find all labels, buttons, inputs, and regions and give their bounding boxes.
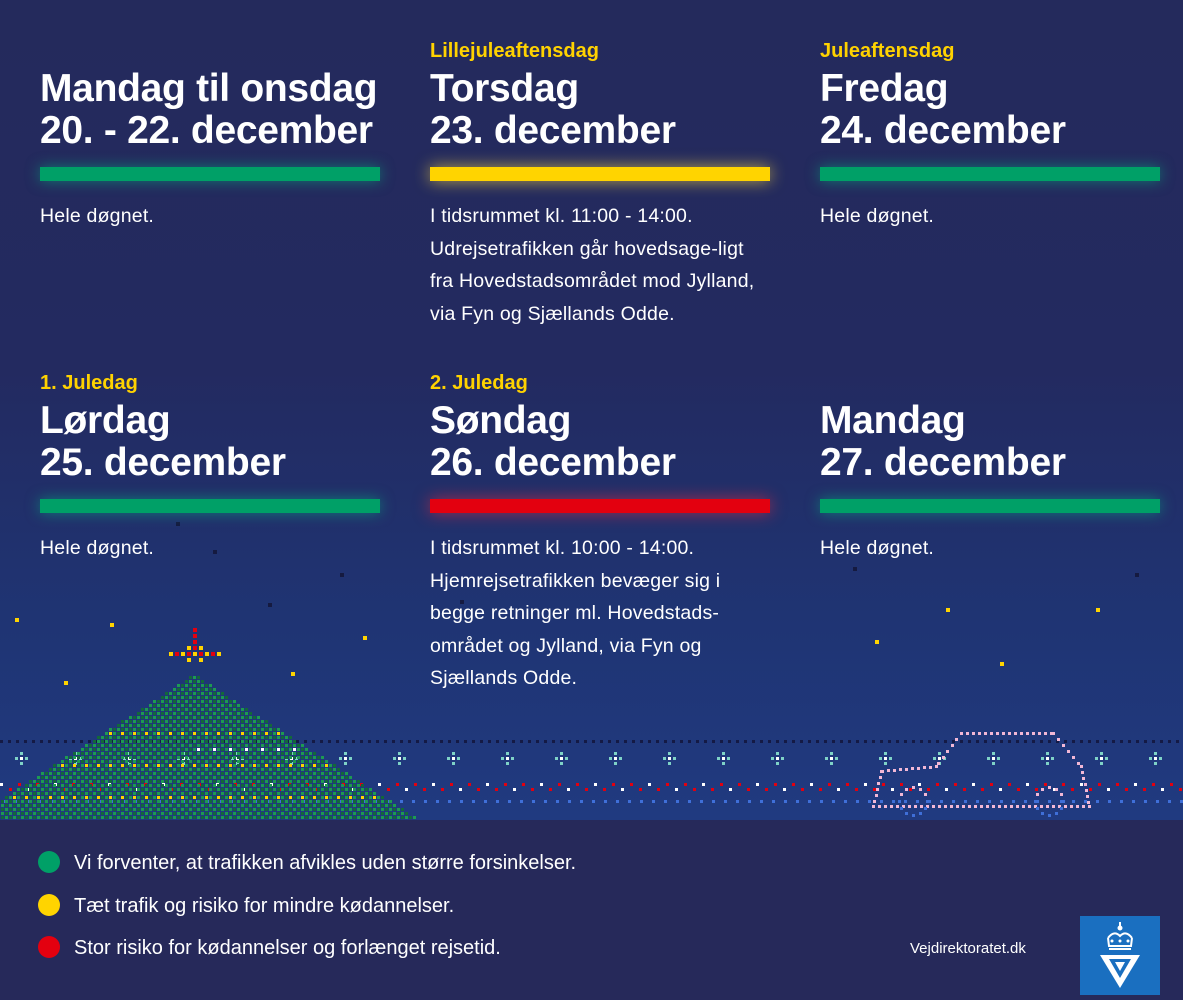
green-dot-icon xyxy=(38,851,60,873)
day-description: I tidsrummet kl. 11:00 - 14:00. Udrejset… xyxy=(430,205,755,325)
snowflake-icon xyxy=(614,752,617,755)
day-title-date: 20. - 22. december xyxy=(40,109,373,152)
day-title-date: 24. december xyxy=(820,109,1066,152)
day-title: Mandag 27. december xyxy=(820,400,1066,484)
day-title: Lørdag 25. december xyxy=(40,400,286,484)
day-title-weekday: Søndag xyxy=(430,399,572,442)
snowflake-icon xyxy=(776,752,779,755)
schedule-panel: Mandag til onsdag 20. - 22. december Hel… xyxy=(0,0,1183,820)
star-icon xyxy=(176,522,180,526)
snowflake-icon xyxy=(1154,752,1157,755)
crown-v-logo-icon xyxy=(1080,916,1160,995)
day-title-date: 27. december xyxy=(820,441,1066,484)
day-description: Hele døgnet. xyxy=(40,205,155,227)
snowflake-icon xyxy=(452,752,455,755)
snowflake-icon xyxy=(398,752,401,755)
day-title-weekday: Torsdag xyxy=(430,67,579,110)
status-bar-yellow xyxy=(430,167,770,181)
snowflake-icon xyxy=(830,752,833,755)
yellow-dot-icon xyxy=(38,894,60,916)
star-icon xyxy=(64,681,68,685)
star-icon xyxy=(340,573,344,577)
snowflake-icon xyxy=(1046,752,1049,755)
star-icon xyxy=(875,640,879,644)
snowflake-icon xyxy=(884,752,887,755)
christmas-tree-pixel-icon xyxy=(193,676,196,679)
day-title-weekday: Mandag xyxy=(820,399,966,442)
snowflake-icon xyxy=(668,752,671,755)
day-eyebrow: 2. Juledag xyxy=(430,372,528,394)
snowflake-icon xyxy=(992,752,995,755)
star-icon xyxy=(1135,573,1139,577)
red-dot-icon xyxy=(38,936,60,958)
snowflake-icon xyxy=(938,752,941,755)
status-bar-green xyxy=(40,167,380,181)
star-icon xyxy=(853,567,857,571)
day-description: Hele døgnet. xyxy=(820,205,935,227)
legend-text: Vi forventer, at trafikken afvikles uden… xyxy=(74,852,577,874)
day-title: Søndag 26. december xyxy=(430,400,676,484)
star-icon xyxy=(110,623,114,627)
status-bar-red xyxy=(430,499,770,513)
legend-text: Stor risiko for kødannelser og forlænget… xyxy=(74,937,501,959)
snowflake-icon xyxy=(722,752,725,755)
day-title-weekday: Mandag til onsdag xyxy=(40,67,378,110)
day-title-weekday: Lørdag xyxy=(40,399,171,442)
day-title: Fredag 24. december xyxy=(820,68,1066,152)
legend: Vi forventer, at trafikken afvikles uden… xyxy=(0,820,1183,995)
star-icon xyxy=(15,618,19,622)
snowflake-icon xyxy=(506,752,509,755)
day-description: I tidsrummet kl. 10:00 - 14:00. Hjemrejs… xyxy=(430,537,721,689)
car-outline-pixel-icon xyxy=(960,732,961,733)
day-title: Torsdag 23. december xyxy=(430,68,676,152)
star-icon xyxy=(946,608,950,612)
day-eyebrow: Juleaftensdag xyxy=(820,40,955,62)
star-icon xyxy=(213,550,217,554)
snowflake-icon xyxy=(20,752,23,755)
day-description: Hele døgnet. xyxy=(40,537,155,559)
day-title-date: 25. december xyxy=(40,441,286,484)
snowflake-icon xyxy=(560,752,563,755)
snowflake-icon xyxy=(344,752,347,755)
day-description: Hele døgnet. xyxy=(820,537,935,559)
star-icon xyxy=(363,636,367,640)
status-bar-green xyxy=(40,499,380,513)
star-icon xyxy=(268,603,272,607)
legend-item-green: Vi forventer, at trafikken afvikles uden… xyxy=(38,848,576,878)
legend-item-yellow: Tæt trafik og risiko for mindre kødannel… xyxy=(38,891,454,921)
status-bar-green xyxy=(820,167,1160,181)
pixel-christmas-scene xyxy=(0,522,1183,819)
star-icon xyxy=(1096,608,1100,612)
day-title-date: 26. december xyxy=(430,441,676,484)
website-link[interactable]: Vejdirektoratet.dk xyxy=(910,940,1026,957)
legend-text: Tæt trafik og risiko for mindre kødannel… xyxy=(74,895,455,917)
snowflake-icon xyxy=(1100,752,1103,755)
star-icon xyxy=(291,672,295,676)
star-icon xyxy=(460,600,464,604)
day-title: Mandag til onsdag 20. - 22. december xyxy=(40,67,378,152)
star-icon xyxy=(1000,662,1004,666)
legend-item-red: Stor risiko for kødannelser og forlænget… xyxy=(38,933,501,963)
day-title-date: 23. december xyxy=(430,109,676,152)
status-bar-green xyxy=(820,499,1160,513)
day-eyebrow: Lillejuleaftensdag xyxy=(430,40,599,62)
day-title-weekday: Fredag xyxy=(820,67,949,110)
day-eyebrow: 1. Juledag xyxy=(40,372,138,394)
